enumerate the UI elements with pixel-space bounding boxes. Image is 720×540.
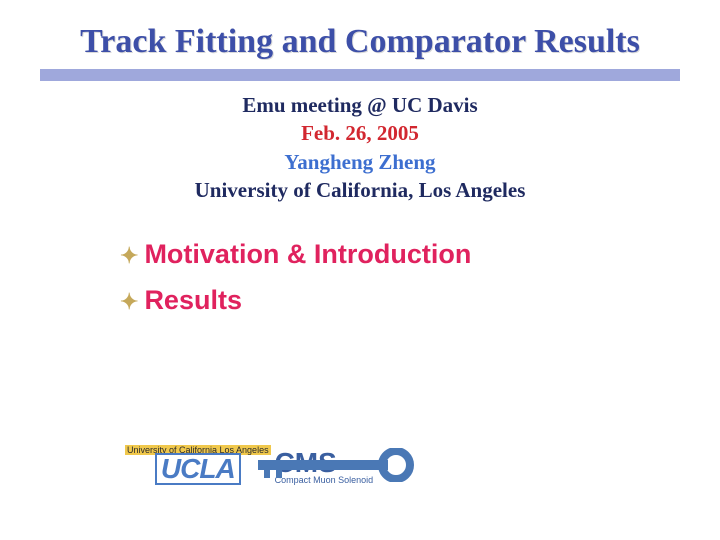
meeting-line: Emu meeting @ UC Davis — [0, 91, 720, 119]
divider-line — [40, 69, 680, 81]
bullet-item: ✦ Results — [120, 278, 720, 324]
bullet-label: Motivation & Introduction — [144, 232, 471, 278]
diamond-icon: ✦ — [120, 237, 138, 274]
author-line: Yangheng Zheng — [0, 148, 720, 176]
key-icon — [258, 448, 418, 482]
bullet-label: Results — [144, 278, 242, 324]
affil-line: University of California, Los Angeles — [0, 176, 720, 204]
bullet-list: ✦ Motivation & Introduction ✦ Results — [120, 232, 720, 324]
slide-title: Track Fitting and Comparator Results — [0, 0, 720, 61]
bullet-item: ✦ Motivation & Introduction — [120, 232, 720, 278]
ucla-logo: UCLA — [155, 453, 241, 485]
date-line: Feb. 26, 2005 — [0, 119, 720, 147]
ucla-logo-block: University of California Los Angeles UCL… — [125, 445, 271, 485]
diamond-icon: ✦ — [120, 283, 138, 320]
subtitle-block: Emu meeting @ UC Davis Feb. 26, 2005 Yan… — [0, 91, 720, 204]
